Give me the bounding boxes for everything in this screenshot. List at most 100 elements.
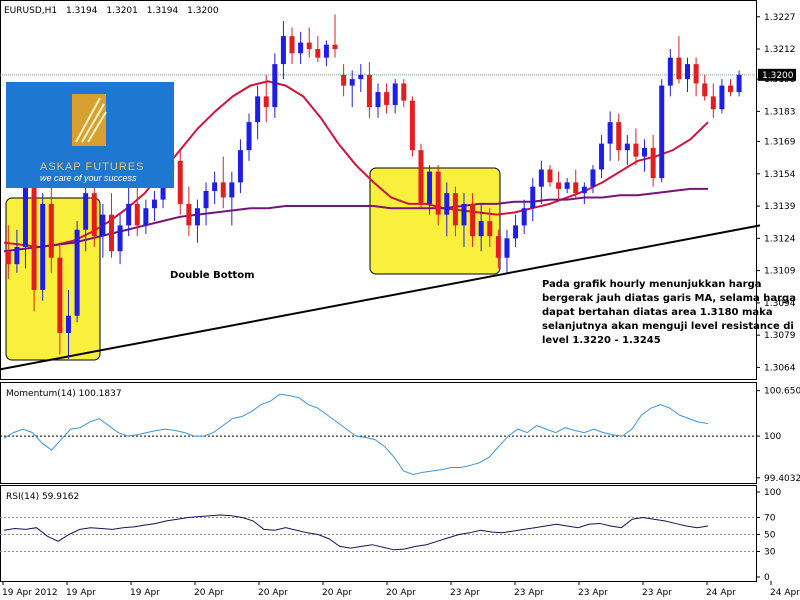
- price-axis: 1.32271.32121.31981.31831.31691.31541.31…: [756, 13, 796, 373]
- time-tick-label: 23 Apr: [514, 588, 544, 598]
- askap-logo: ASKAP FUTURES we care of your success: [6, 82, 174, 188]
- bull-candle: [14, 246, 20, 265]
- bull-candle: [461, 203, 467, 226]
- bull-candle: [599, 143, 605, 170]
- price-tick-label: 1.3109: [764, 267, 796, 277]
- bull-candle: [272, 64, 278, 108]
- bull-candle: [83, 193, 89, 230]
- bull-candle: [151, 199, 157, 209]
- bear-candle: [306, 42, 312, 50]
- commentary-line: selanjutnya akan menguji level resistanc…: [542, 321, 794, 332]
- bull-candle: [581, 186, 587, 194]
- commentary-line: bergerak jauh diatas garis MA, selama ha…: [542, 293, 796, 304]
- price-tick-label: 1.3183: [764, 107, 796, 117]
- commentary-line: Pada grafik hourly menunjukkan harga: [542, 279, 762, 290]
- price-tick-label: 1.3227: [764, 13, 796, 23]
- bear-candle: [728, 85, 734, 93]
- bear-candle: [332, 44, 338, 50]
- bull-candle: [427, 171, 433, 204]
- ma-fast-line: [3, 80, 709, 248]
- bull-candle: [65, 315, 71, 333]
- bull-candle: [280, 36, 286, 65]
- time-tick-label: 19 Apr: [66, 588, 96, 598]
- open-value: 1.3194: [66, 6, 98, 16]
- bear-candle: [57, 257, 63, 333]
- bear-candle: [435, 171, 441, 215]
- trendline: [0, 224, 761, 371]
- bull-candle: [624, 143, 630, 151]
- bull-candle: [358, 74, 364, 80]
- bear-candle: [366, 74, 372, 108]
- bull-candle: [667, 57, 673, 86]
- bull-candle: [100, 214, 106, 237]
- bear-candle: [547, 169, 553, 183]
- commentary-line: level 1.3220 - 1.3245: [542, 335, 661, 346]
- rsi-indicator: [0, 514, 756, 552]
- momentum-tick-label: 100.6507: [764, 387, 800, 397]
- commentary: Pada grafik hourly menunjukkan harga ber…: [542, 279, 796, 346]
- bull-candle: [375, 92, 381, 108]
- price-tick-label: 1.3169: [764, 138, 796, 148]
- momentum-indicator: [0, 393, 756, 476]
- rsi-panel: [0, 485, 757, 582]
- time-tick-label: 23 Apr: [450, 588, 480, 598]
- bear-candle: [470, 203, 476, 237]
- bear-candle: [134, 203, 140, 226]
- bull-candle: [392, 83, 398, 105]
- time-tick-label: 20 Apr: [386, 588, 416, 598]
- time-tick-label: 20 Apr: [322, 588, 352, 598]
- bull-candle: [203, 191, 209, 209]
- bull-candle: [504, 238, 510, 258]
- logo-name: ASKAP FUTURES: [40, 161, 145, 173]
- bear-candle: [186, 203, 192, 226]
- bear-candle: [693, 64, 699, 84]
- rsi-tick-label: 100: [764, 488, 781, 498]
- bear-candle: [315, 49, 321, 58]
- double-bottom-label: Double Bottom: [170, 270, 254, 281]
- price-tick-label: 1.3139: [764, 202, 796, 212]
- bull-candle: [719, 85, 725, 110]
- price-tick-label: 1.3064: [764, 363, 796, 373]
- bear-candle: [409, 100, 415, 151]
- bear-candle: [401, 83, 407, 101]
- bull-candle: [478, 221, 484, 237]
- rsi-title: RSI(14) 59.9162: [6, 492, 79, 502]
- time-tick-label: 24 Apr: [770, 588, 800, 598]
- time-axis: 19 Apr 2012 19 Apr 19 Apr 20 Apr 20 Apr 20 Ap…: [2, 581, 800, 598]
- consolidation-highlight: [369, 167, 501, 275]
- time-tick-label: 20 Apr: [194, 588, 224, 598]
- bull-candle: [642, 147, 648, 157]
- price-tick-label: 1.3079: [764, 331, 796, 341]
- low-value: 1.3194: [147, 6, 179, 16]
- bear-candle: [418, 150, 424, 204]
- bear-candle: [48, 203, 54, 258]
- bear-candle: [289, 36, 295, 54]
- bull-candle: [194, 208, 200, 226]
- price-tick-label: 1.3094: [764, 299, 796, 309]
- bull-candle: [40, 203, 46, 290]
- bull-candle: [685, 64, 691, 80]
- bull-candle: [246, 122, 252, 151]
- rsi-line: [3, 514, 709, 551]
- current-price-label: 1.3200: [762, 71, 794, 81]
- time-tick-label: 20 Apr: [258, 588, 288, 598]
- bull-candle: [736, 74, 742, 93]
- bear-candle: [91, 193, 97, 237]
- momentum-line: [3, 393, 709, 476]
- momentum-tick-label: 100: [764, 432, 781, 442]
- bear-candle: [177, 160, 183, 204]
- logo-tagline: we care of your success: [40, 173, 137, 183]
- bear-candle: [341, 74, 347, 86]
- momentum-title: Momentum(14) 100.1837: [6, 389, 122, 399]
- momentum-tick-label: 99.4032: [764, 474, 800, 484]
- bull-candle: [607, 122, 613, 144]
- symbol-label: EURUSD,H1: [4, 6, 57, 16]
- bull-candle: [255, 96, 261, 123]
- bull-candle: [229, 182, 235, 198]
- close-value: 1.3200: [187, 6, 219, 16]
- bear-candle: [633, 143, 639, 157]
- bull-candle: [564, 182, 570, 189]
- bull-candle: [117, 225, 123, 252]
- bull-candle: [513, 225, 519, 239]
